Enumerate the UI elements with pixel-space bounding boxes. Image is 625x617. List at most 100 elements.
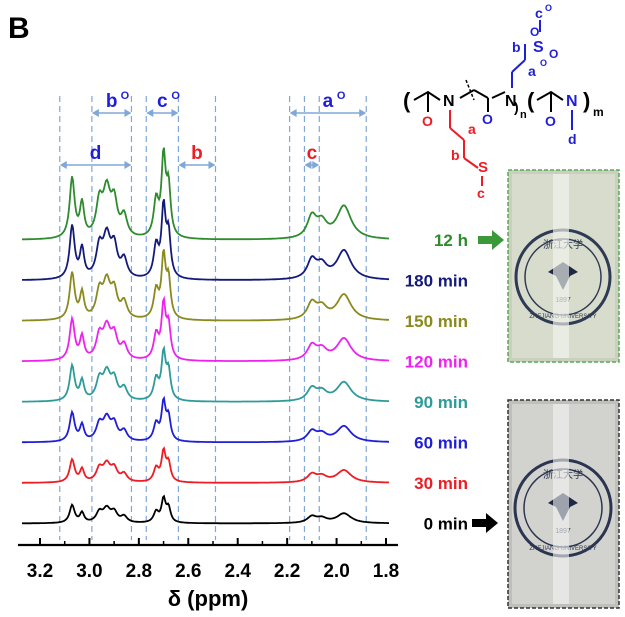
spectrum-0-min [22,494,389,525]
label-c-red: c [477,185,485,201]
arrowhead-left [178,161,186,169]
region-label: c [307,143,318,164]
test-tube-1 [553,174,569,358]
nitrogen-1: N [443,93,455,110]
bond-4 [491,91,506,99]
x-tick-label: 2.4 [225,561,252,582]
arrowhead-left [304,161,312,169]
nitrogen-2: N [505,93,517,110]
sulfur-oxidized: S [533,39,544,56]
label-a: a [468,121,476,137]
legend-label: 180 min [405,272,468,291]
bond-3 [473,89,489,99]
peak-region-0: d [59,143,132,169]
legend-label: 90 min [414,393,468,412]
arrowhead-right [359,109,367,117]
region-label: d [90,143,102,164]
arrowhead-right [124,161,132,169]
cleave-mark [465,79,475,101]
bracket-left: ( [403,88,411,113]
arrowhead-right [312,161,320,169]
peak-region-4: c [304,143,320,169]
arrow-green-icon [478,230,504,250]
region-label: b [106,91,118,112]
legend-label: 60 min [414,434,468,453]
subscript-m: m [593,105,604,119]
side-chain-o-2 [511,59,526,73]
x-tick-label: 2.0 [323,561,349,582]
x-tick-label: 1.8 [373,561,399,582]
bracket-n: ) [514,99,519,115]
sup-a-o: O [540,58,547,68]
photo-gel: 浙江大学 1897 ZHEJIANG UNIVERSITY [507,169,620,363]
label-b-red: b [451,147,460,163]
arrow-black-icon [472,513,498,533]
test-tube-2 [553,404,569,604]
peak-guide-lines [59,96,367,540]
label-b: b [512,39,521,55]
label-d: d [568,131,577,147]
bond-2 [459,89,475,99]
region-label-superscript: O [121,90,130,102]
arrowhead-left [146,109,154,117]
sulfone-o-top: O [530,25,539,39]
region-label-superscript: O [337,90,346,102]
time-legend: 0 min 30 min 60 min 90 min 120 min 150 min 180… [405,231,468,534]
photo-solution: 浙江大学 1897 ZHEJIANG UNIVERSITY [507,399,620,609]
sup-c-o: O [545,3,552,13]
label-a-o: a [528,63,536,79]
x-tick-label: 3.2 [27,561,53,582]
region-label: c [157,91,168,112]
legend-label: 12 h [434,231,468,250]
side-chain-4 [463,157,479,169]
bracket-m: ) [583,88,590,113]
region-label: a [323,91,334,112]
arrow-12h [478,230,504,250]
arrowhead-right [124,109,132,117]
x-axis-title: δ (ppm) [168,586,249,611]
legend-label: 120 min [405,353,468,372]
spectrum-150-min [22,249,390,322]
arrowhead-right [208,161,216,169]
bracket-right-open: ( [527,88,535,113]
spectra-traces [21,147,390,525]
arrow-0min [472,513,498,533]
legend-label: 30 min [414,474,468,493]
spectrum-120-min [22,295,389,362]
spectrum-30-min [22,446,390,484]
legend-label: 150 min [405,312,468,331]
carbonyl-o-2: O [482,111,493,127]
arrowhead-right [171,109,179,117]
peak-region-3: b [178,143,216,169]
carbonyl-o-3: O [545,113,556,129]
spectrum-60-min [22,395,389,444]
label-c-o: c [535,5,543,21]
x-tick-label: 2.2 [274,561,300,582]
panel-label: B [8,12,30,45]
arrowhead-left [91,109,99,117]
x-tick-label: 3.0 [76,561,102,582]
chemical-structure: ( O N O N ) n ( O N d ) m b a O S O O c … [403,3,604,201]
sulfone-o-right: O [549,47,558,61]
region-label: b [191,143,203,164]
x-axis: 3.2 3.0 2.8 2.6 2.4 2.2 2.0 1.8 δ (ppm) [18,538,399,611]
side-chain-2 [449,127,465,141]
carbonyl-o-1: O [422,113,433,129]
spectrum-12-h [21,147,389,241]
x-tick-label: 2.6 [175,561,201,582]
arrowhead-left [289,109,297,117]
spectrum-180-min [22,199,389,281]
subscript-n: n [520,109,527,121]
arrowhead-left [59,161,67,169]
legend-label: 0 min [424,515,468,534]
nitrogen-3: N [566,93,578,110]
region-label-superscript: O [171,90,180,102]
sulfur: S [478,159,488,176]
x-tick-label: 2.8 [126,561,152,582]
spectrum-90-min [22,344,389,403]
